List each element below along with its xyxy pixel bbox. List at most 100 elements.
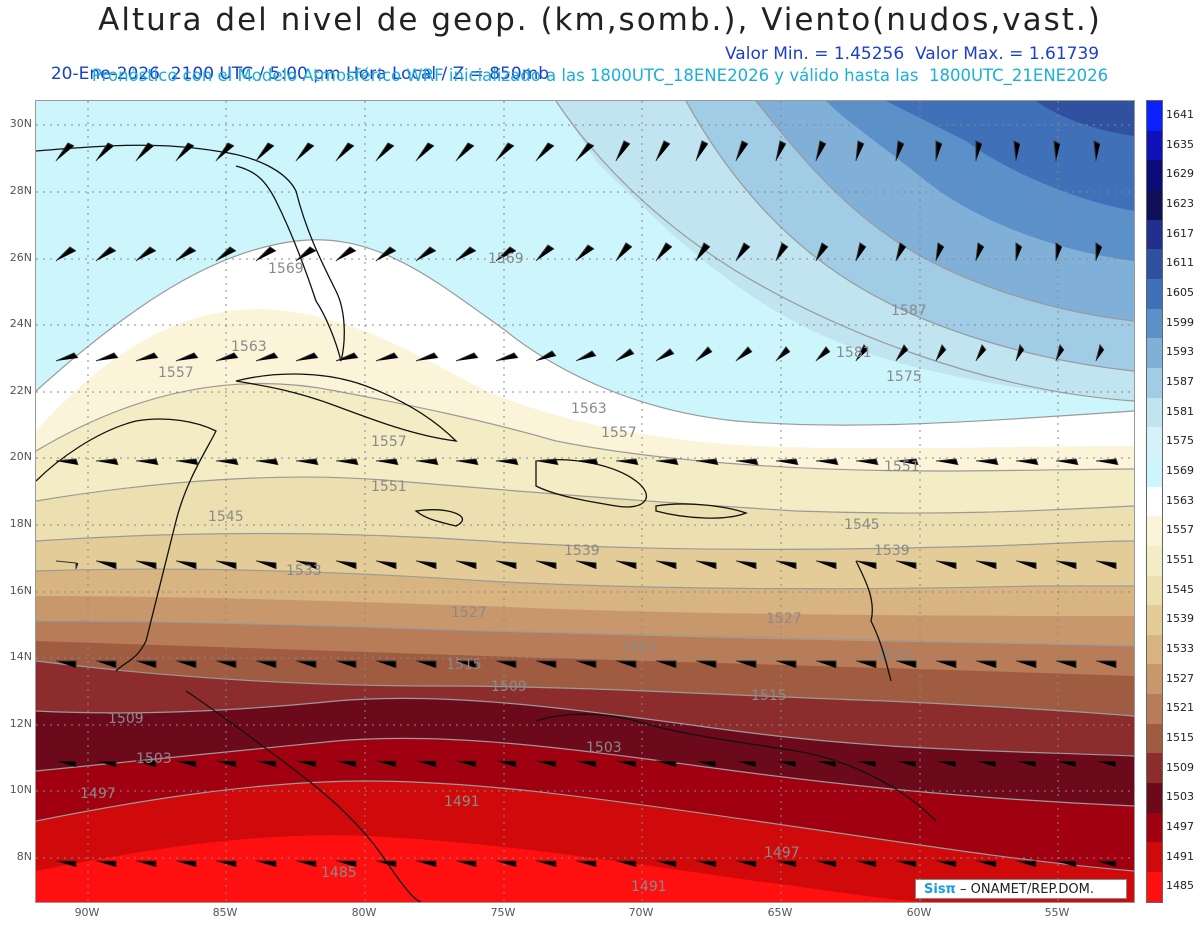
colorbar-label: 1635 xyxy=(1166,137,1194,151)
barb-row-2 xyxy=(55,242,1103,262)
colorbar-label: 1521 xyxy=(1166,701,1194,715)
colorbar-swatch xyxy=(1147,367,1162,398)
lat-label: 10N xyxy=(9,783,32,796)
lat-label: 20N xyxy=(9,450,32,463)
colorbar-swatch xyxy=(1147,427,1162,457)
barb-row-1 xyxy=(55,140,1101,162)
colorbar-swatch xyxy=(1147,130,1162,161)
contour-label: 1545 xyxy=(844,517,880,533)
lat-label: 28N xyxy=(9,184,32,197)
valid-time-text: 20-Ene-2026 2100 UTC / 5:00 pm Hora Loca… xyxy=(50,64,550,84)
colorbar-swatch xyxy=(1147,189,1162,220)
colorbar-label: 1593 xyxy=(1166,345,1194,359)
colorbar-swatch xyxy=(1147,723,1162,754)
colorbar-label: 1599 xyxy=(1166,315,1194,329)
credit-text: – ONAMET/REP.DOM. xyxy=(959,882,1095,897)
map-title: Altura del nivel de geop. (km,somb.), Vi… xyxy=(98,2,1102,38)
contour-value-labels: 1569 1569 1563 1557 1557 1551 1545 1539 … xyxy=(80,251,927,895)
colorbar-swatch xyxy=(1147,575,1162,606)
colorbar-swatch xyxy=(1147,545,1162,576)
lon-label: 90W xyxy=(74,906,100,919)
colorbar-label: 1545 xyxy=(1166,582,1194,596)
lon-label: 75W xyxy=(490,906,516,919)
contour-label: 1527 xyxy=(766,611,802,627)
colorbar-swatch xyxy=(1147,753,1162,784)
contour-label: 1503 xyxy=(586,740,622,756)
contour-label: 1569 xyxy=(488,251,524,267)
contour-label: 1521 xyxy=(621,640,657,656)
lon-label: 70W xyxy=(628,906,654,919)
graticule xyxy=(36,101,1134,902)
contour-label: 1575 xyxy=(886,369,922,385)
colorbar-swatch xyxy=(1147,338,1162,368)
colorbar-swatch xyxy=(1147,249,1162,279)
lat-label: 18N xyxy=(9,517,32,530)
colorbar-swatch xyxy=(1147,486,1162,517)
colorbar-swatch xyxy=(1147,842,1162,873)
contour-label: 1497 xyxy=(80,786,116,802)
lat-label: 16N xyxy=(9,584,32,597)
lon-label: 60W xyxy=(906,906,932,919)
colorbar-swatch xyxy=(1147,664,1162,695)
barb-row-5 xyxy=(55,560,1117,570)
colorbar-swatch xyxy=(1147,872,1162,902)
contour-label: 1515 xyxy=(446,657,482,673)
contour-label: 1557 xyxy=(158,365,194,381)
colorbar-label: 1515 xyxy=(1166,730,1194,744)
colorbar-swatch xyxy=(1147,694,1162,724)
contour-label: 1539 xyxy=(874,543,910,559)
lon-label: 80W xyxy=(351,906,377,919)
lat-label: 14N xyxy=(9,650,32,663)
contour-label: 1557 xyxy=(371,434,407,450)
colorbar-label: 1485 xyxy=(1166,879,1194,893)
contour-label: 1509 xyxy=(491,679,527,695)
barb-row-6 xyxy=(56,660,1117,668)
colorbar-swatch xyxy=(1147,308,1162,339)
colorbar xyxy=(1146,100,1163,903)
contour-label: 1557 xyxy=(601,425,637,441)
colorbar-label: 1623 xyxy=(1166,196,1194,210)
colorbar-label: 1527 xyxy=(1166,671,1194,685)
min-max-values: Valor Min. = 1.45256 Valor Max. = 1.6173… xyxy=(725,44,1100,64)
colorbar-label: 1539 xyxy=(1166,612,1194,626)
model-info-line: Pronóstico con el Modelo Atmosférico WRF… xyxy=(91,66,1109,85)
colorbar-label: 1629 xyxy=(1166,167,1194,181)
barb-row-3 xyxy=(55,343,1105,362)
contour-label: 1551 xyxy=(884,459,920,475)
contour-label: 1581 xyxy=(836,345,872,361)
colorbar-label: 1569 xyxy=(1166,463,1194,477)
colorbar-swatch xyxy=(1147,783,1162,813)
contour-label: 1491 xyxy=(631,879,667,895)
wind-barbs xyxy=(55,140,1119,867)
band-1491 xyxy=(36,835,936,902)
colorbar-swatch xyxy=(1147,516,1162,546)
lat-label: 24N xyxy=(9,317,32,330)
colorbar-swatch xyxy=(1147,219,1162,250)
contour-label: 1521 xyxy=(876,647,912,663)
barb-row-4 xyxy=(55,458,1119,466)
contour-label: 1527 xyxy=(451,605,487,621)
barb-row-7 xyxy=(56,760,1117,767)
band-1611 xyxy=(1036,101,1134,136)
contour-label: 1497 xyxy=(764,845,800,861)
band-1605 xyxy=(886,101,1134,211)
geopotential-map: 1569 1569 1563 1557 1557 1551 1545 1539 … xyxy=(35,100,1135,903)
colorbar-swatch xyxy=(1147,605,1162,635)
colorbar-label: 1533 xyxy=(1166,641,1194,655)
colorbar-swatch xyxy=(1147,397,1162,428)
colorbar-label: 1641 xyxy=(1166,107,1194,121)
colorbar-label: 1563 xyxy=(1166,493,1194,507)
contour-label: 1539 xyxy=(564,543,600,559)
contour-label: 1545 xyxy=(208,509,244,525)
colorbar-swatch xyxy=(1147,456,1162,487)
colorbar-label: 1551 xyxy=(1166,552,1194,566)
colorbar-label: 1611 xyxy=(1166,256,1194,270)
contour-label: 1485 xyxy=(321,865,357,881)
colorbar-swatch xyxy=(1147,101,1162,131)
colorbar-label: 1581 xyxy=(1166,404,1194,418)
colorbar-label: 1575 xyxy=(1166,434,1194,448)
lon-label: 55W xyxy=(1044,906,1070,919)
lat-label: 30N xyxy=(9,117,32,130)
contour-label: 1503 xyxy=(136,751,172,767)
colorbar-label: 1587 xyxy=(1166,374,1194,388)
